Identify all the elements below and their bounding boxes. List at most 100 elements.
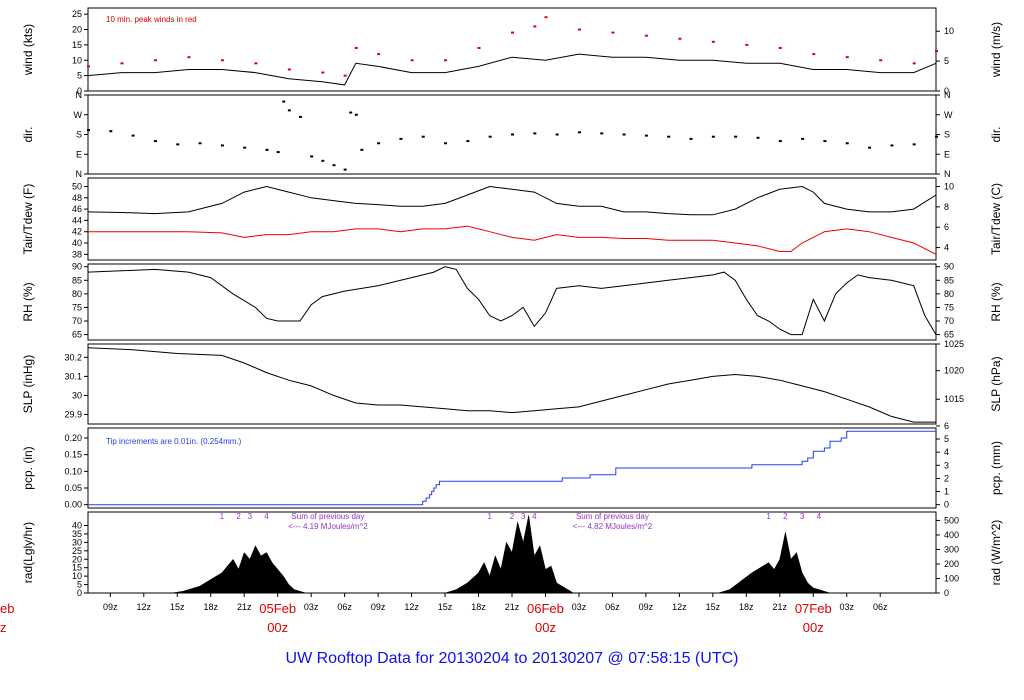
x-tick-label: 09z bbox=[103, 602, 118, 612]
temp-line-series bbox=[87, 185, 937, 216]
wind-data-point bbox=[254, 62, 258, 65]
wind-data-point bbox=[321, 71, 325, 74]
dir-data-point bbox=[778, 140, 782, 143]
rad-hour-marker: 2 bbox=[236, 512, 241, 521]
temp-ylabel-left: Tair/Tdew (F) bbox=[21, 184, 35, 255]
wind-data-point bbox=[544, 16, 548, 19]
wind-data-point bbox=[354, 46, 358, 49]
rh-left-tick-label: 75 bbox=[72, 302, 82, 312]
rad-left-tick-label: 0 bbox=[77, 588, 82, 598]
slp-right-tick-label: 1025 bbox=[944, 339, 964, 349]
slp-line-series bbox=[87, 347, 936, 423]
slp-left-tick-label: 30.1 bbox=[64, 371, 82, 381]
rh-left-tick-label: 80 bbox=[72, 289, 82, 299]
pcp-ylabel-left: pcp. (in) bbox=[21, 446, 35, 489]
wind-data-point bbox=[879, 59, 883, 62]
rad-hour-marker: 4 bbox=[817, 512, 822, 521]
x-tick-label: 12z bbox=[404, 602, 419, 612]
rad-left-tick-label: 5 bbox=[77, 580, 82, 590]
rad-hour-marker: 3 bbox=[248, 512, 253, 521]
slp-right-tick-label: 1020 bbox=[944, 366, 964, 376]
wind-ylabel-right: wind (m/s) bbox=[989, 22, 1003, 78]
wind-right-tick-label: 10 bbox=[944, 26, 954, 36]
rad-left-tick-label: 30 bbox=[72, 537, 82, 547]
slp-left-tick-label: 29.9 bbox=[64, 409, 82, 419]
left-cut-time-label: z bbox=[0, 620, 7, 635]
wind-data-point bbox=[220, 59, 224, 62]
rad-left-tick-label: 15 bbox=[72, 563, 82, 573]
pcp-left-tick-label: 0.20 bbox=[64, 433, 82, 443]
x-tick-label: 06z bbox=[605, 602, 620, 612]
dir-data-point bbox=[823, 140, 827, 143]
dir-data-point bbox=[349, 111, 353, 114]
temp-left-tick-label: 40 bbox=[72, 238, 82, 248]
x-tick-label: 09z bbox=[371, 602, 386, 612]
temp-line-series bbox=[88, 225, 937, 255]
wind-data-point bbox=[533, 25, 537, 28]
slp-ylabel-right: SLP (hPa) bbox=[989, 356, 1003, 411]
pcp-right-tick-label: 0 bbox=[944, 500, 949, 510]
dir-data-point bbox=[343, 168, 347, 171]
x-tick-label: 21z bbox=[237, 602, 252, 612]
pcp-left-tick-label: 0.10 bbox=[64, 466, 82, 476]
rad-right-tick-label: 400 bbox=[944, 530, 959, 540]
dir-data-point bbox=[332, 164, 336, 167]
wind-data-point bbox=[912, 62, 916, 65]
rad-hour-marker: 3 bbox=[800, 512, 805, 521]
dir-data-point bbox=[689, 137, 693, 140]
dir-data-point bbox=[421, 135, 425, 138]
dir-data-point bbox=[466, 140, 470, 143]
rad-ylabel-left: rad(Lgly/hr) bbox=[21, 522, 35, 583]
wind-frame bbox=[87, 7, 937, 92]
dir-right-tick-label: E bbox=[944, 149, 950, 159]
dir-data-point bbox=[321, 159, 325, 162]
wind-data-point bbox=[845, 56, 849, 59]
dir-data-point bbox=[220, 144, 224, 147]
rad-hour-marker: 4 bbox=[532, 512, 537, 521]
rad-hour-marker: 4 bbox=[264, 512, 269, 521]
day-time-label: 00z bbox=[535, 620, 556, 635]
day-date-label: 06Feb bbox=[527, 601, 564, 616]
wind-data-point bbox=[644, 34, 648, 37]
wind-left-tick-label: 20 bbox=[72, 25, 82, 35]
wind-data-point bbox=[577, 28, 581, 31]
dir-data-point bbox=[600, 132, 604, 135]
dir-right-tick-label: N bbox=[944, 169, 951, 179]
dir-data-point bbox=[276, 151, 280, 154]
rh-left-tick-label: 65 bbox=[72, 330, 82, 340]
dir-data-point bbox=[310, 155, 314, 158]
dir-data-point bbox=[912, 143, 916, 146]
dir-data-point bbox=[711, 135, 715, 138]
wind-data-point bbox=[87, 65, 90, 68]
day-time-label: 00z bbox=[803, 620, 824, 635]
temp-left-tick-label: 38 bbox=[72, 249, 82, 259]
dir-data-point bbox=[109, 130, 113, 133]
slp-right-tick-label: 1015 bbox=[944, 394, 964, 404]
x-tick-label: 03z bbox=[839, 602, 854, 612]
temp-left-tick-label: 44 bbox=[72, 215, 82, 225]
x-tick-label: 21z bbox=[505, 602, 520, 612]
rad-right-tick-label: 200 bbox=[944, 559, 959, 569]
dir-data-point bbox=[176, 143, 180, 146]
wind-left-tick-label: 15 bbox=[72, 40, 82, 50]
temp-right-tick-label: 6 bbox=[944, 222, 949, 232]
x-tick-label: 21z bbox=[773, 602, 788, 612]
dir-data-point bbox=[555, 133, 559, 136]
slp-frame bbox=[87, 343, 937, 425]
dir-left-tick-label: W bbox=[74, 110, 83, 120]
rad-day-sum-value: <--- 4.19 MJoules/m^2 bbox=[288, 522, 368, 531]
rh-ylabel-right: RH (%) bbox=[989, 282, 1003, 321]
wind-data-point bbox=[187, 56, 191, 59]
dir-right-tick-label: W bbox=[944, 110, 953, 120]
rad-right-tick-label: 0 bbox=[944, 588, 949, 598]
pcp-right-tick-label: 5 bbox=[944, 434, 949, 444]
dir-ylabel-left: dir. bbox=[21, 126, 35, 142]
temp-left-tick-label: 46 bbox=[72, 204, 82, 214]
rad-left-tick-label: 20 bbox=[72, 554, 82, 564]
dir-data-point bbox=[131, 134, 135, 137]
rad-right-tick-label: 500 bbox=[944, 515, 959, 525]
rh-ylabel-left: RH (%) bbox=[21, 282, 35, 321]
wind-data-point bbox=[153, 59, 157, 62]
rad-hour-marker: 2 bbox=[783, 512, 788, 521]
